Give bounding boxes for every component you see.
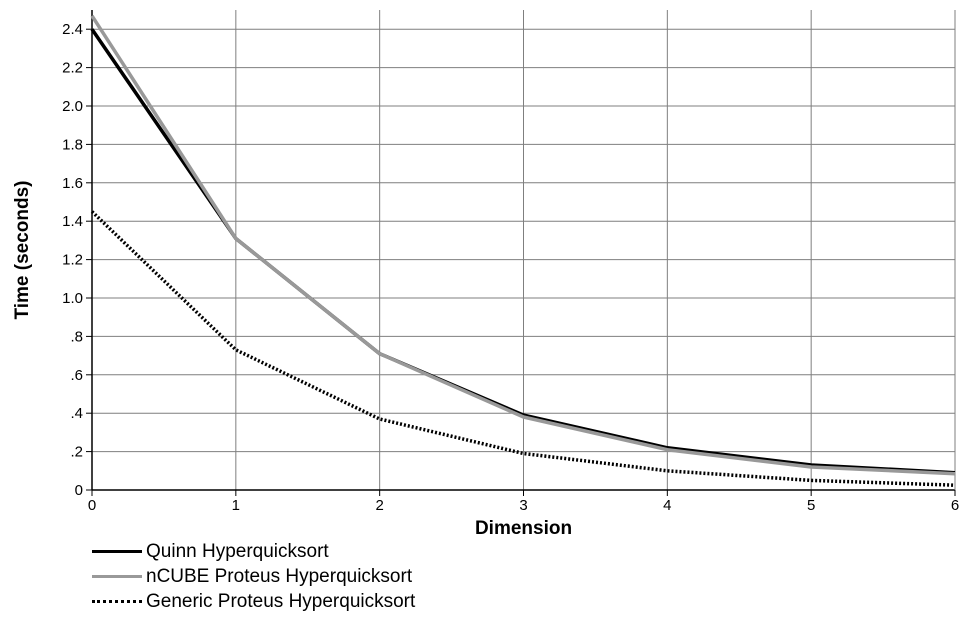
legend-item-generic: Generic Proteus Hyperquicksort <box>92 589 415 614</box>
legend-swatch-generic <box>92 600 142 603</box>
x-tick-label: 3 <box>519 497 527 514</box>
y-tick-label: 1.0 <box>62 290 83 307</box>
y-tick-label: .6 <box>70 367 83 384</box>
legend-label-quinn: Quinn Hyperquicksort <box>146 541 329 562</box>
series-line-ncube <box>90 14 956 476</box>
y-tick-label: 0 <box>75 482 83 499</box>
x-tick-label: 0 <box>88 497 96 514</box>
legend-label-generic: Generic Proteus Hyperquicksort <box>146 591 416 612</box>
legend-swatch-ncube <box>92 575 142 578</box>
grid-lines <box>92 10 955 490</box>
series-lines <box>90 14 956 487</box>
legend: Quinn Hyperquicksort nCUBE Proteus Hyper… <box>92 539 415 614</box>
x-axis-title: Dimension <box>475 518 572 539</box>
x-tick-labels: 0 1 2 3 4 5 6 <box>88 497 959 514</box>
y-tick-label: 2.0 <box>62 98 83 115</box>
y-tick-label: .2 <box>70 444 83 461</box>
x-tick-label: 2 <box>375 497 383 514</box>
series-line-generic <box>90 210 956 487</box>
y-tick-labels: 0 .2 .4 .6 .8 1.0 1.2 1.4 1.6 1.8 2.0 2.2 2.4 <box>62 21 83 499</box>
x-tick-label: 4 <box>663 497 671 514</box>
legend-item-quinn: Quinn Hyperquicksort <box>92 539 415 564</box>
axes <box>86 10 956 496</box>
x-tick-label: 5 <box>807 497 815 514</box>
y-tick-label: 1.8 <box>62 136 83 153</box>
y-tick-label: 1.2 <box>62 252 83 269</box>
y-tick-label: 2.4 <box>62 21 83 38</box>
y-axis-title: Time (seconds) <box>12 180 33 319</box>
y-tick-label: 1.4 <box>62 213 83 230</box>
y-tick-label: 2.2 <box>62 60 83 77</box>
y-tick-label: .4 <box>70 405 83 422</box>
legend-item-ncube: nCUBE Proteus Hyperquicksort <box>92 564 415 589</box>
y-tick-label: .8 <box>70 328 83 345</box>
y-tick-label: 1.6 <box>62 175 83 192</box>
x-tick-label: 6 <box>951 497 959 514</box>
x-tick-label: 1 <box>232 497 240 514</box>
legend-label-ncube: nCUBE Proteus Hyperquicksort <box>146 566 413 587</box>
legend-swatch-quinn <box>92 550 142 553</box>
